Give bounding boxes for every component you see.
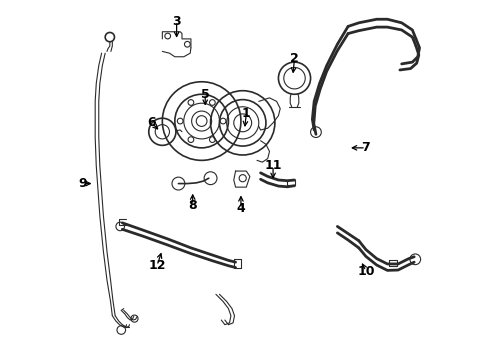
Text: 6: 6 [147, 116, 156, 129]
Text: 3: 3 [172, 14, 181, 27]
Text: 2: 2 [289, 52, 298, 65]
Text: 9: 9 [79, 177, 87, 190]
Text: 8: 8 [188, 198, 197, 212]
Text: 1: 1 [242, 107, 250, 120]
Text: 5: 5 [201, 88, 209, 101]
Text: 11: 11 [264, 159, 281, 172]
Text: 7: 7 [361, 141, 369, 154]
Text: 4: 4 [236, 202, 245, 215]
Text: 12: 12 [148, 259, 165, 272]
Text: 10: 10 [356, 265, 374, 278]
